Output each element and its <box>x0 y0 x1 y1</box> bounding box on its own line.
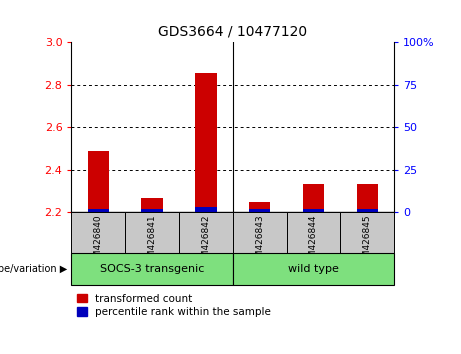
Text: GSM426841: GSM426841 <box>148 215 157 269</box>
Bar <box>88 151 109 212</box>
Title: GDS3664 / 10477120: GDS3664 / 10477120 <box>158 24 307 39</box>
Bar <box>249 209 271 212</box>
Bar <box>88 209 109 212</box>
Text: SOCS-3 transgenic: SOCS-3 transgenic <box>100 264 204 274</box>
Bar <box>142 198 163 212</box>
Bar <box>71 253 233 285</box>
Bar <box>356 184 378 212</box>
Text: wild type: wild type <box>288 264 339 274</box>
Text: genotype/variation ▶: genotype/variation ▶ <box>0 264 67 274</box>
Text: GSM426844: GSM426844 <box>309 215 318 269</box>
Bar <box>249 202 271 212</box>
Bar <box>233 212 287 253</box>
Bar <box>303 209 324 212</box>
Bar <box>195 207 217 212</box>
Text: GSM426843: GSM426843 <box>255 215 264 269</box>
Bar <box>287 212 340 253</box>
Bar <box>125 212 179 253</box>
Bar <box>179 212 233 253</box>
Legend: transformed count, percentile rank within the sample: transformed count, percentile rank withi… <box>77 294 271 317</box>
Bar <box>356 209 378 212</box>
Text: GSM426842: GSM426842 <box>201 215 210 269</box>
Bar <box>303 184 324 212</box>
Text: GSM426845: GSM426845 <box>363 215 372 269</box>
Bar <box>340 212 394 253</box>
Bar <box>195 73 217 212</box>
Bar <box>142 209 163 212</box>
Text: GSM426840: GSM426840 <box>94 215 103 269</box>
Bar <box>71 212 125 253</box>
Bar <box>233 253 394 285</box>
